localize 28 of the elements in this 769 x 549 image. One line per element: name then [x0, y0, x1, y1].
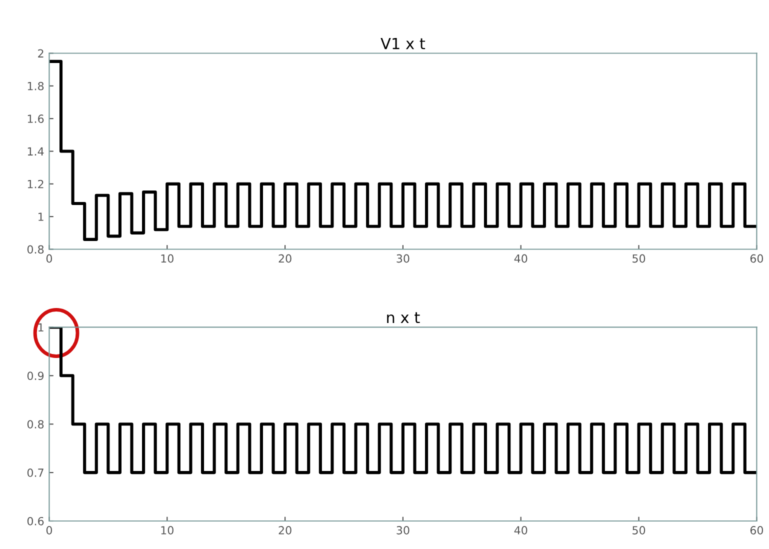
y-tick-label: 1.2 — [28, 180, 44, 188]
y-tick-label: 1.8 — [28, 82, 44, 90]
x-tick-label: 30 — [396, 526, 410, 534]
y-tick-label: 0.8 — [27, 420, 44, 428]
y-tick-label: 1.4 — [28, 147, 44, 156]
y-tick-label: 0.8 — [27, 245, 44, 254]
x-tick-label: 10 — [161, 526, 174, 534]
x-tick-label: 30 — [396, 254, 410, 263]
y-tick-label: 0.9 — [27, 372, 44, 380]
x-tick-label: 50 — [632, 254, 646, 263]
y-tick-label: 1 — [38, 212, 44, 221]
y-tick-label: 2 — [38, 49, 44, 58]
x-tick-label: 10 — [161, 254, 174, 263]
y-tick-label: 1 — [38, 323, 44, 332]
y-tick-label: 0.6 — [27, 516, 44, 526]
x-tick-label: 20 — [278, 526, 292, 534]
x-tick-label: 60 — [750, 254, 764, 263]
y-tick-label: 0.7 — [27, 468, 44, 477]
x-tick-label: 0 — [46, 254, 52, 263]
chart-title: V1 x t — [380, 38, 426, 50]
x-tick-label: 20 — [278, 254, 292, 263]
chart-title: n x t — [387, 312, 420, 324]
x-tick-label: 40 — [514, 254, 528, 263]
x-tick-label: 40 — [514, 526, 528, 534]
x-tick-label: 60 — [750, 526, 764, 534]
y-tick-label: 1.6 — [28, 114, 44, 123]
x-tick-label: 50 — [632, 526, 646, 534]
x-tick-label: 0 — [46, 526, 52, 534]
